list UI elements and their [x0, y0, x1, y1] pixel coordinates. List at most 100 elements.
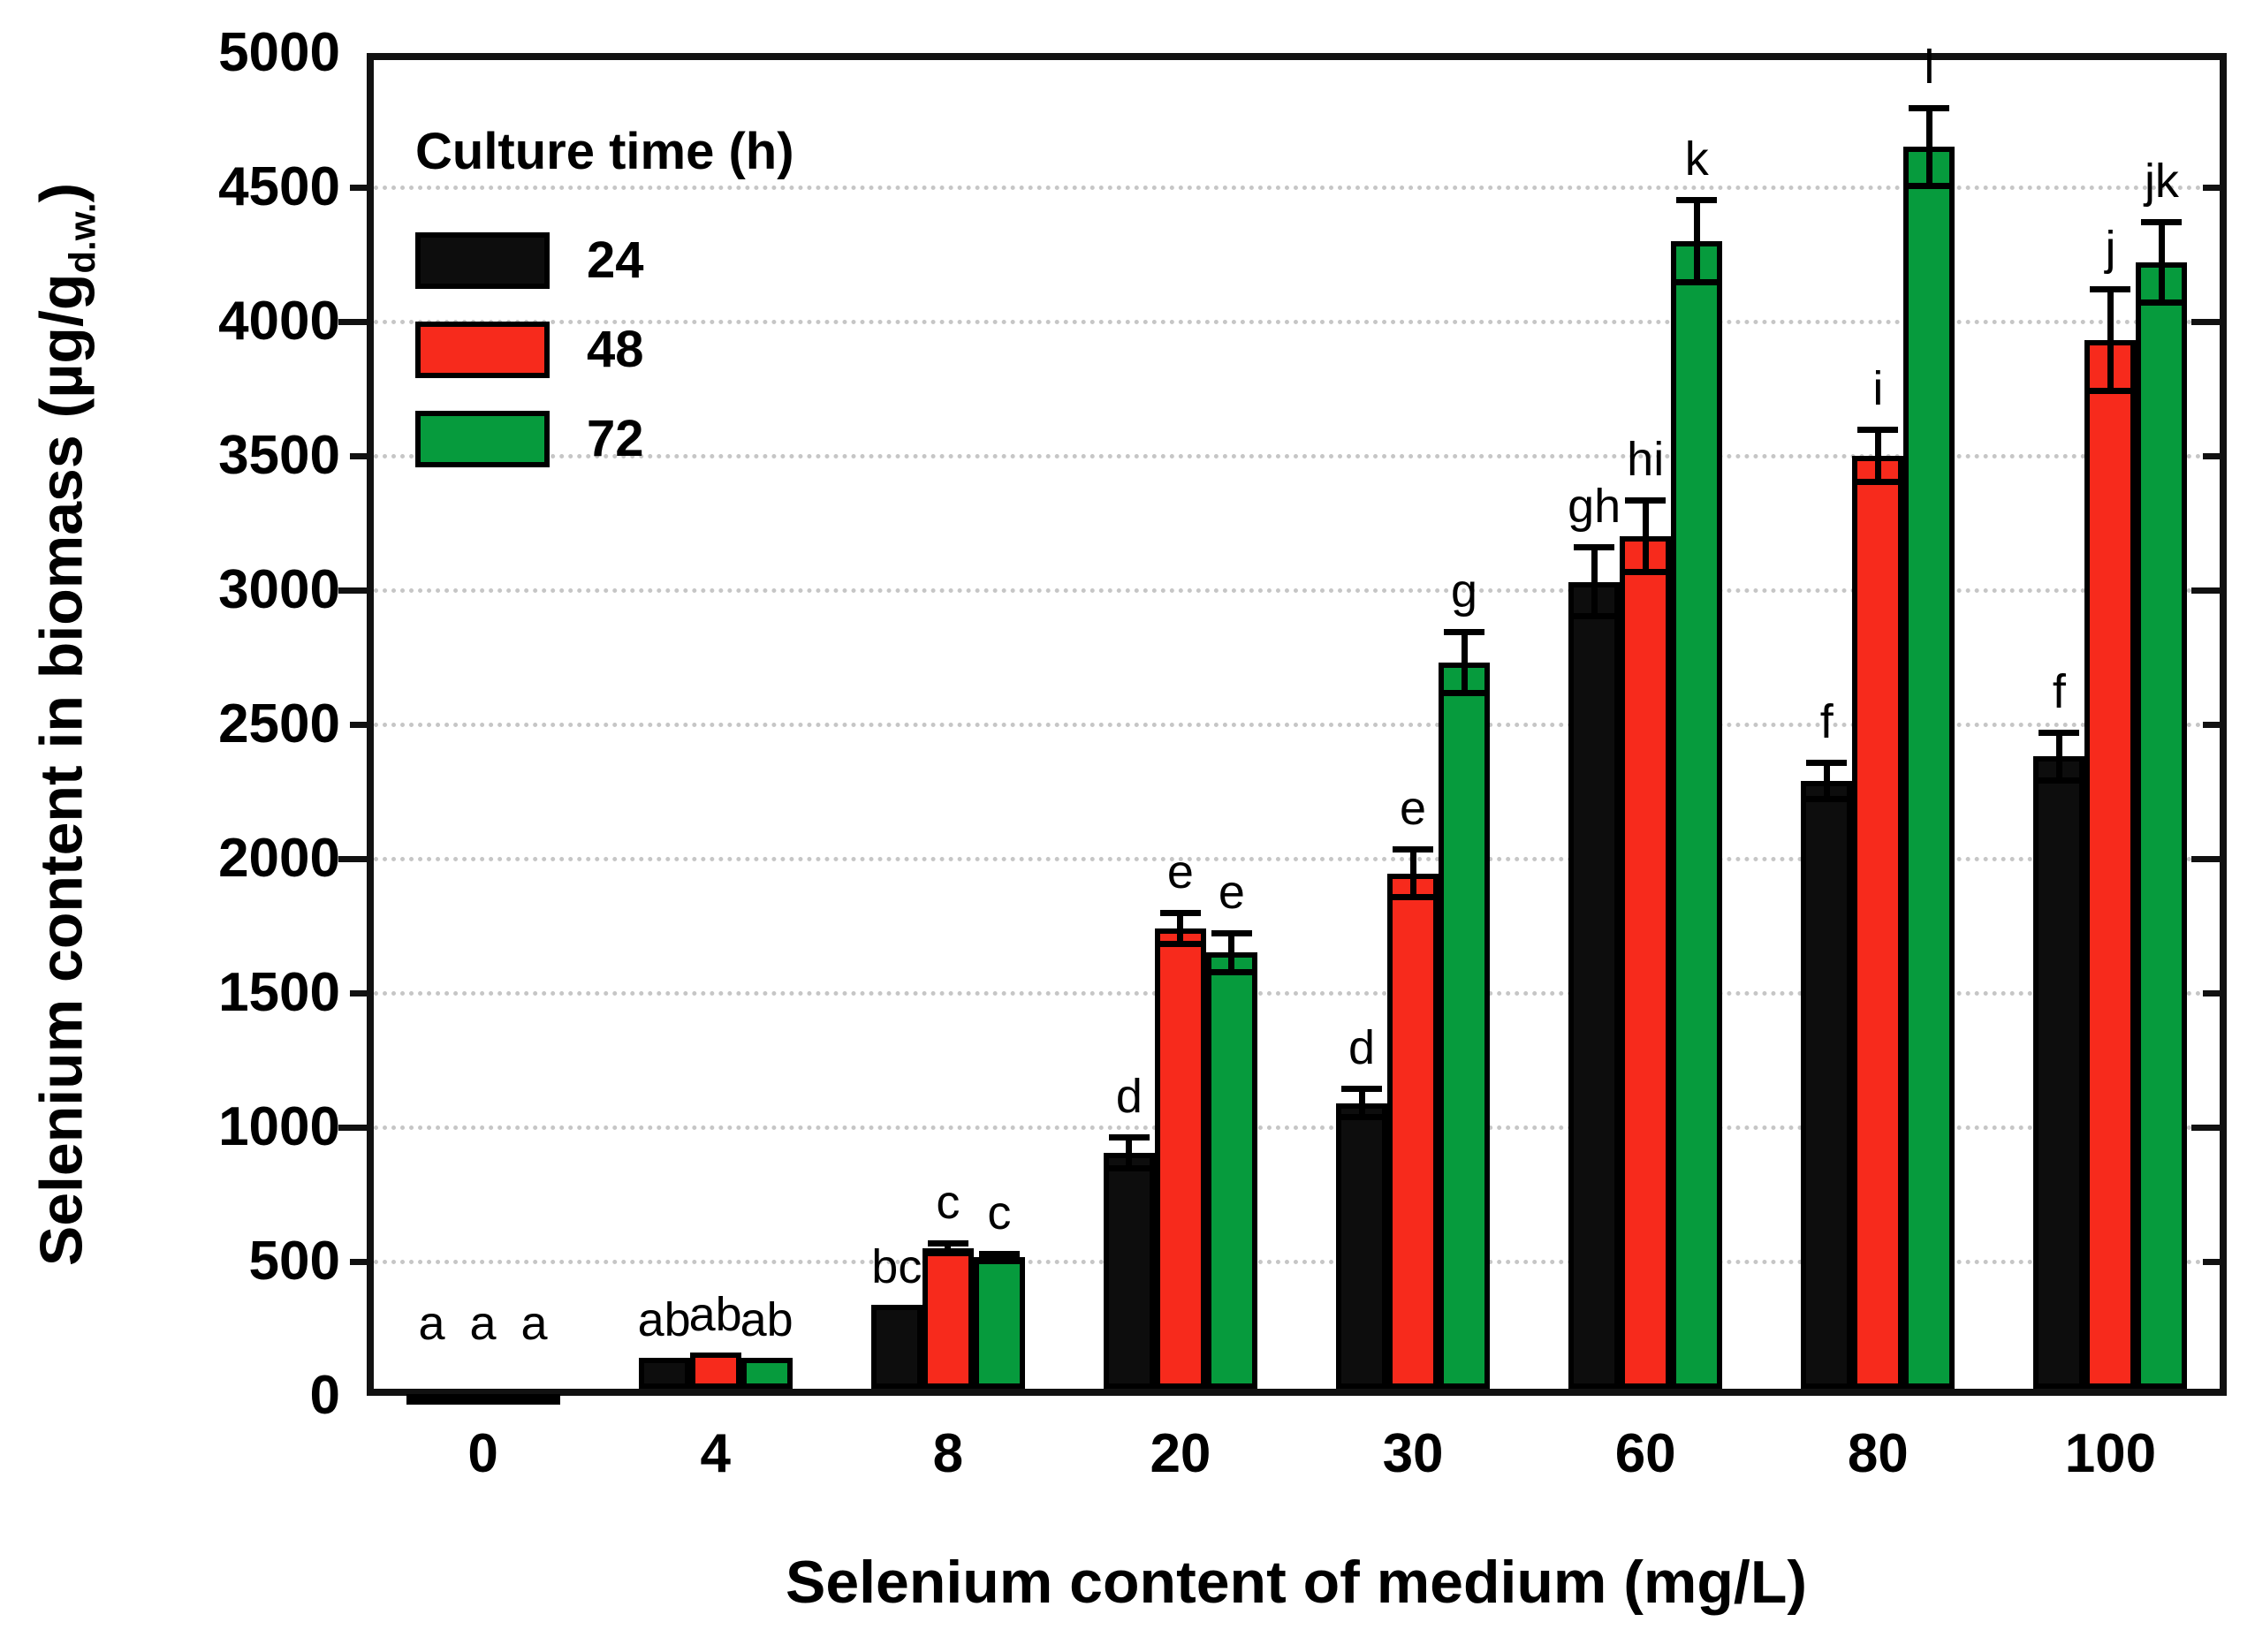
x-tick-label-0: 0	[467, 1423, 498, 1484]
y-tick-label-4500: 4500	[218, 156, 340, 217]
error-cap-bottom-72h-20	[1211, 969, 1252, 976]
legend-label-24h: 24	[587, 231, 644, 289]
sig-letter-24h-80: f	[1819, 694, 1834, 748]
error-cap-top-48h-20	[1159, 909, 1201, 916]
bar-24h-0	[406, 1394, 458, 1406]
error-cap-top-72h-80	[1909, 105, 1950, 112]
error-cap-top-72h-8	[978, 1250, 1020, 1257]
bar-72h-80	[1903, 147, 1955, 1389]
x-tick-label-30: 30	[1382, 1423, 1444, 1484]
legend-label-72h: 72	[587, 410, 644, 467]
y-tick-label-1000: 1000	[218, 1096, 340, 1157]
legend-swatch-48h	[415, 321, 550, 378]
x-tick-label-80: 80	[1847, 1423, 1909, 1484]
gridline-y3000	[374, 588, 2220, 593]
error-cap-bottom-48h-80	[1857, 479, 1899, 486]
gridline-y2500	[374, 723, 2220, 727]
y-tick-label-3500: 3500	[218, 425, 340, 486]
sig-letter-48h-20: e	[1166, 845, 1194, 898]
error-cap-bottom-24h-20	[1108, 1165, 1150, 1172]
sig-letter-72h-0: a	[520, 1297, 548, 1350]
sig-letter-72h-100: jk	[2144, 155, 2179, 208]
sig-letter-48h-0: a	[469, 1297, 497, 1350]
sig-letter-24h-100: f	[2052, 665, 2066, 719]
sig-letter-48h-100: j	[2105, 222, 2116, 276]
error-bar-72h-8	[996, 1250, 1003, 1265]
plot-area	[367, 53, 2227, 1406]
sig-letter-24h-4: ab	[637, 1293, 691, 1347]
error-cap-bottom-48h-30	[1393, 894, 1434, 901]
y-tick-label-1500: 1500	[218, 962, 340, 1023]
error-cap-top-24h-60	[1574, 544, 1615, 551]
error-bar-24h-100	[2055, 730, 2062, 784]
sig-letter-48h-30: e	[1400, 782, 1427, 836]
legend: Culture time (h) 24 48 72	[415, 122, 794, 468]
error-bar-72h-30	[1461, 629, 1468, 697]
y-tick-right-500	[2203, 1259, 2220, 1265]
gridline-y4000	[374, 320, 2220, 324]
legend-item-48h: 48	[415, 320, 794, 379]
y-tick-label-500: 500	[248, 1231, 340, 1292]
sig-letter-48h-60: hi	[1627, 433, 1665, 487]
error-bar-48h-20	[1177, 909, 1184, 948]
error-cap-top-48h-30	[1393, 846, 1434, 853]
error-cap-top-24h-30	[1341, 1085, 1383, 1092]
error-bar-24h-30	[1358, 1085, 1365, 1121]
error-cap-bottom-24h-80	[1806, 796, 1848, 803]
error-cap-bottom-48h-20	[1159, 941, 1201, 948]
y-tick-label-2000: 2000	[218, 828, 340, 889]
bar-48h-8	[922, 1247, 974, 1389]
sig-letter-72h-20: e	[1218, 865, 1245, 919]
sig-letter-72h-60: k	[1684, 132, 1709, 186]
legend-item-72h: 72	[415, 409, 794, 468]
x-tick-label-60: 60	[1614, 1423, 1676, 1484]
error-cap-top-72h-20	[1211, 929, 1252, 936]
gridline-y4500	[374, 186, 2220, 190]
y-tick-right-2500	[2203, 722, 2220, 728]
error-cap-bottom-72h-100	[2141, 299, 2183, 306]
bar-24h-80	[1801, 780, 1853, 1389]
sig-letter-24h-20: d	[1115, 1069, 1143, 1123]
y-tick-right-3000	[2191, 587, 2220, 594]
error-cap-bottom-24h-100	[2039, 777, 2080, 784]
error-cap-top-72h-60	[1676, 196, 1718, 203]
y-tick-left-3500	[350, 453, 367, 459]
error-cap-top-24h-20	[1108, 1133, 1150, 1140]
error-bar-24h-20	[1126, 1133, 1133, 1172]
error-bar-72h-80	[1925, 105, 1932, 189]
bar-48h-30	[1387, 873, 1439, 1389]
error-bar-48h-80	[1874, 426, 1881, 486]
error-cap-bottom-48h-60	[1625, 569, 1667, 576]
bar-48h-20	[1154, 928, 1206, 1389]
bar-48h-100	[2084, 340, 2137, 1389]
sig-letter-48h-80: i	[1872, 361, 1884, 415]
error-cap-top-72h-30	[1444, 629, 1485, 636]
y-tick-right-4000	[2191, 319, 2220, 325]
error-bar-72h-100	[2158, 219, 2165, 306]
error-cap-bottom-72h-60	[1676, 278, 1718, 285]
y-tick-left-1500	[350, 990, 367, 997]
error-cap-top-48h-80	[1857, 426, 1899, 433]
bar-48h-60	[1620, 536, 1672, 1389]
y-tick-label-5000: 5000	[218, 22, 340, 83]
y-tick-right-2000	[2191, 856, 2220, 862]
bar-24h-8	[870, 1304, 922, 1389]
sig-letter-48h-8: c	[936, 1175, 960, 1229]
gridline-y500	[374, 1260, 2220, 1264]
x-tick-label-100: 100	[2064, 1423, 2157, 1484]
bar-72h-30	[1439, 663, 1491, 1389]
error-cap-top-24h-80	[1806, 759, 1848, 766]
error-bar-48h-100	[2107, 286, 2114, 395]
y-tick-right-1500	[2203, 990, 2220, 997]
bar-48h-4	[689, 1353, 741, 1389]
bar-48h-0	[457, 1394, 509, 1406]
y-tick-label-2500: 2500	[218, 693, 340, 754]
bar-72h-20	[1205, 952, 1257, 1389]
error-bar-72h-20	[1228, 929, 1235, 976]
legend-item-24h: 24	[415, 231, 794, 290]
gridline-y3500	[374, 454, 2220, 458]
legend-swatch-72h	[415, 410, 550, 467]
error-bar-24h-60	[1591, 544, 1598, 620]
y-tick-left-500	[350, 1259, 367, 1265]
